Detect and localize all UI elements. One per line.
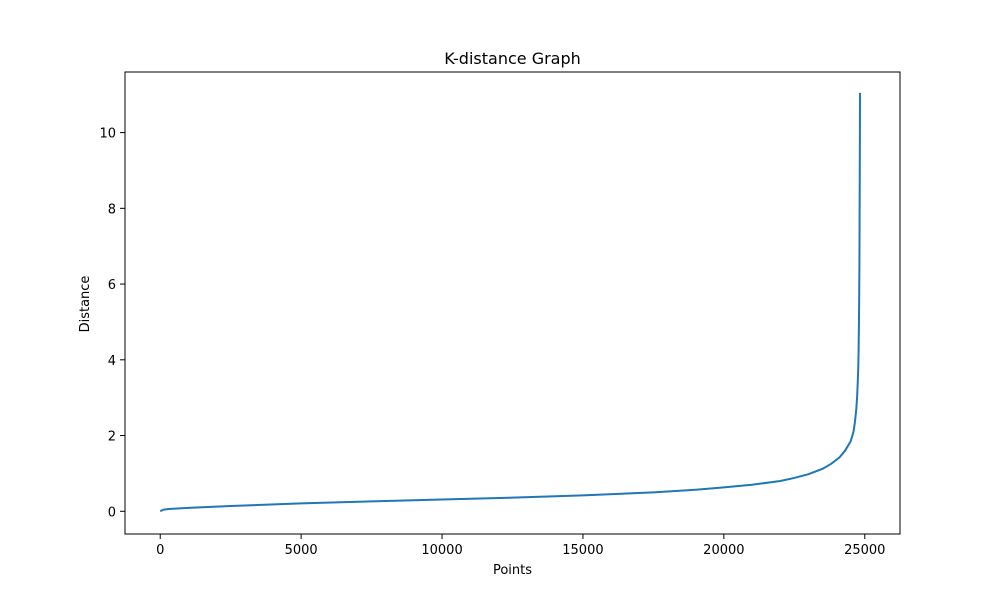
x-tick-label: 15000 xyxy=(562,543,603,558)
chart-title: K-distance Graph xyxy=(444,49,581,68)
y-tick-label: 2 xyxy=(108,430,116,445)
y-axis: 0 2 4 6 8 10 xyxy=(99,127,125,520)
y-tick-label: 0 xyxy=(108,505,116,520)
plot-area xyxy=(124,71,901,535)
y-tick-label: 4 xyxy=(108,354,116,369)
y-tick-label: 6 xyxy=(108,278,116,293)
x-tick-label: 25000 xyxy=(844,543,885,558)
x-tick-label: 20000 xyxy=(703,543,744,558)
series-line xyxy=(159,92,861,513)
x-tick-label: 0 xyxy=(156,543,164,558)
x-axis: 0 5000 10000 15000 20000 25000 xyxy=(156,534,885,558)
y-tick-label: 10 xyxy=(99,127,116,142)
x-axis-title: Points xyxy=(493,563,532,578)
x-tick-label: 5000 xyxy=(285,543,318,558)
x-tick-label: 10000 xyxy=(421,543,462,558)
y-tick-label: 8 xyxy=(108,202,116,217)
y-axis-title: Distance xyxy=(78,276,93,333)
